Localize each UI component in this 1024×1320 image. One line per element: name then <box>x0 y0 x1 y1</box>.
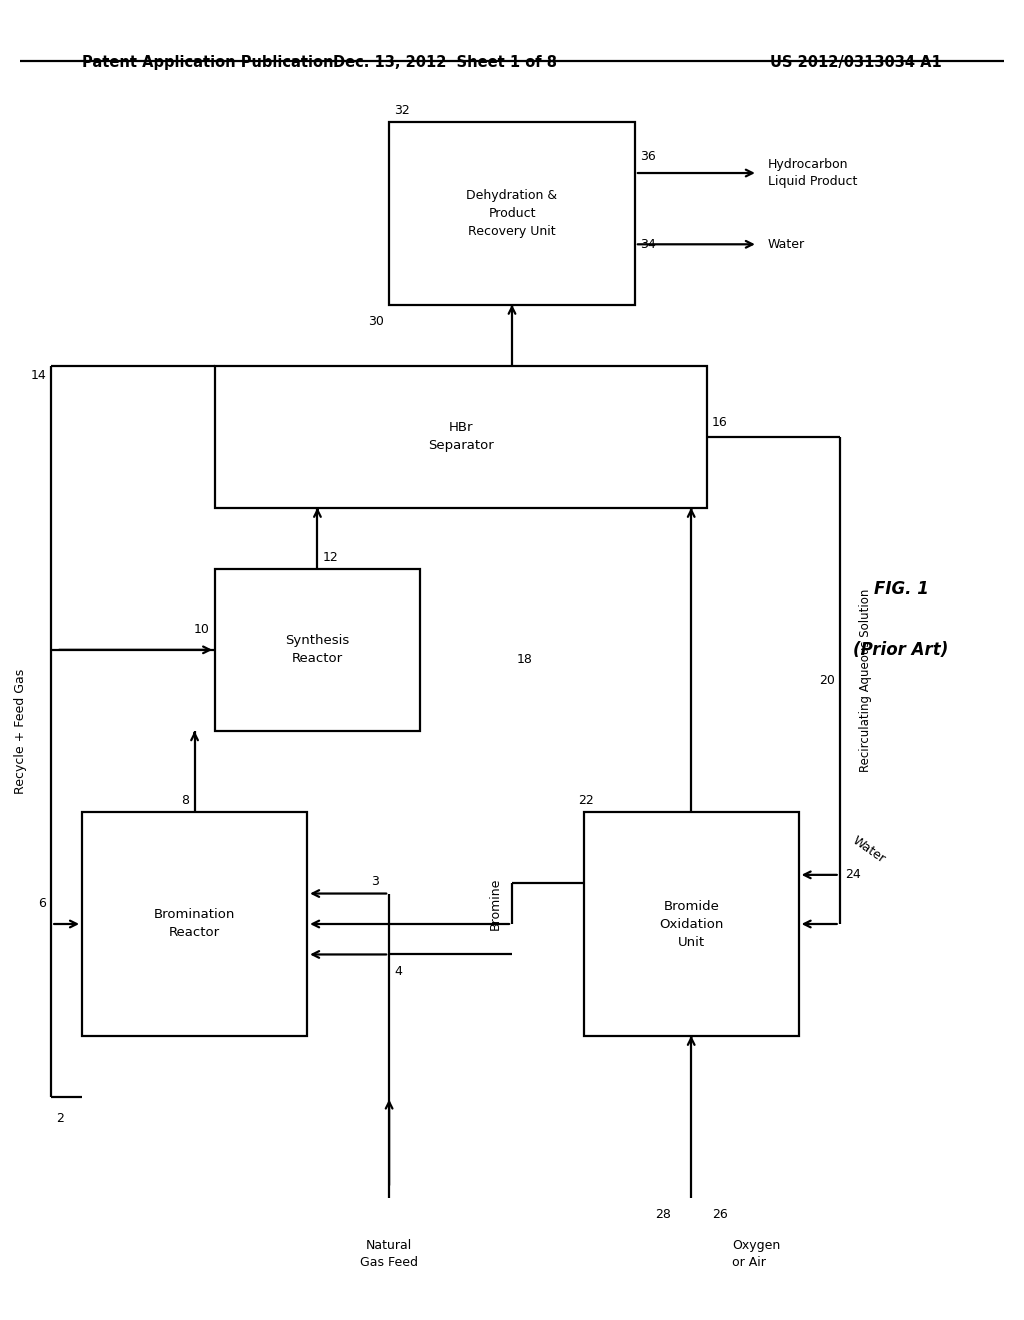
Text: 26: 26 <box>712 1208 727 1221</box>
Text: US 2012/0313034 A1: US 2012/0313034 A1 <box>770 55 942 70</box>
Text: 12: 12 <box>323 550 338 564</box>
Bar <box>389 121 635 305</box>
Text: 18: 18 <box>517 653 534 667</box>
Text: Bromination
Reactor: Bromination Reactor <box>154 908 236 940</box>
Bar <box>584 812 799 1036</box>
Text: 34: 34 <box>640 238 655 251</box>
Text: 16: 16 <box>712 416 727 429</box>
Text: 3: 3 <box>371 875 379 888</box>
Text: 8: 8 <box>181 795 189 808</box>
Text: 6: 6 <box>38 898 46 911</box>
Text: Bromine: Bromine <box>488 878 502 929</box>
Text: Natural
Gas Feed: Natural Gas Feed <box>360 1238 418 1269</box>
Text: 24: 24 <box>845 869 860 882</box>
Text: 10: 10 <box>194 623 210 636</box>
Text: Water: Water <box>768 238 805 251</box>
Text: 30: 30 <box>368 314 384 327</box>
Text: Dec. 13, 2012  Sheet 1 of 8: Dec. 13, 2012 Sheet 1 of 8 <box>334 55 557 70</box>
Text: (Prior Art): (Prior Art) <box>853 640 949 659</box>
Text: Oxygen
or Air: Oxygen or Air <box>732 1238 780 1269</box>
Text: 20: 20 <box>818 673 835 686</box>
Text: Hydrocarbon
Liquid Product: Hydrocarbon Liquid Product <box>768 158 857 187</box>
Text: 28: 28 <box>654 1208 671 1221</box>
Text: Recirculating Aqueous Solution: Recirculating Aqueous Solution <box>859 589 871 772</box>
Text: Synthesis
Reactor: Synthesis Reactor <box>286 635 349 665</box>
Text: Dehydration &
Product
Recovery Unit: Dehydration & Product Recovery Unit <box>467 189 557 238</box>
Bar <box>82 812 307 1036</box>
Text: 14: 14 <box>31 370 46 383</box>
Text: 36: 36 <box>640 150 655 162</box>
Text: 2: 2 <box>56 1111 65 1125</box>
Bar <box>215 569 420 731</box>
Text: Recycle + Feed Gas: Recycle + Feed Gas <box>14 668 27 793</box>
Bar <box>215 366 707 508</box>
Text: HBr
Separator: HBr Separator <box>428 421 494 453</box>
Text: Water: Water <box>850 833 888 866</box>
Text: 22: 22 <box>579 795 594 808</box>
Text: Patent Application Publication: Patent Application Publication <box>82 55 334 70</box>
Text: Bromide
Oxidation
Unit: Bromide Oxidation Unit <box>659 899 723 949</box>
Text: 32: 32 <box>394 104 410 116</box>
Text: FIG. 1: FIG. 1 <box>873 579 929 598</box>
Text: 4: 4 <box>394 965 402 978</box>
